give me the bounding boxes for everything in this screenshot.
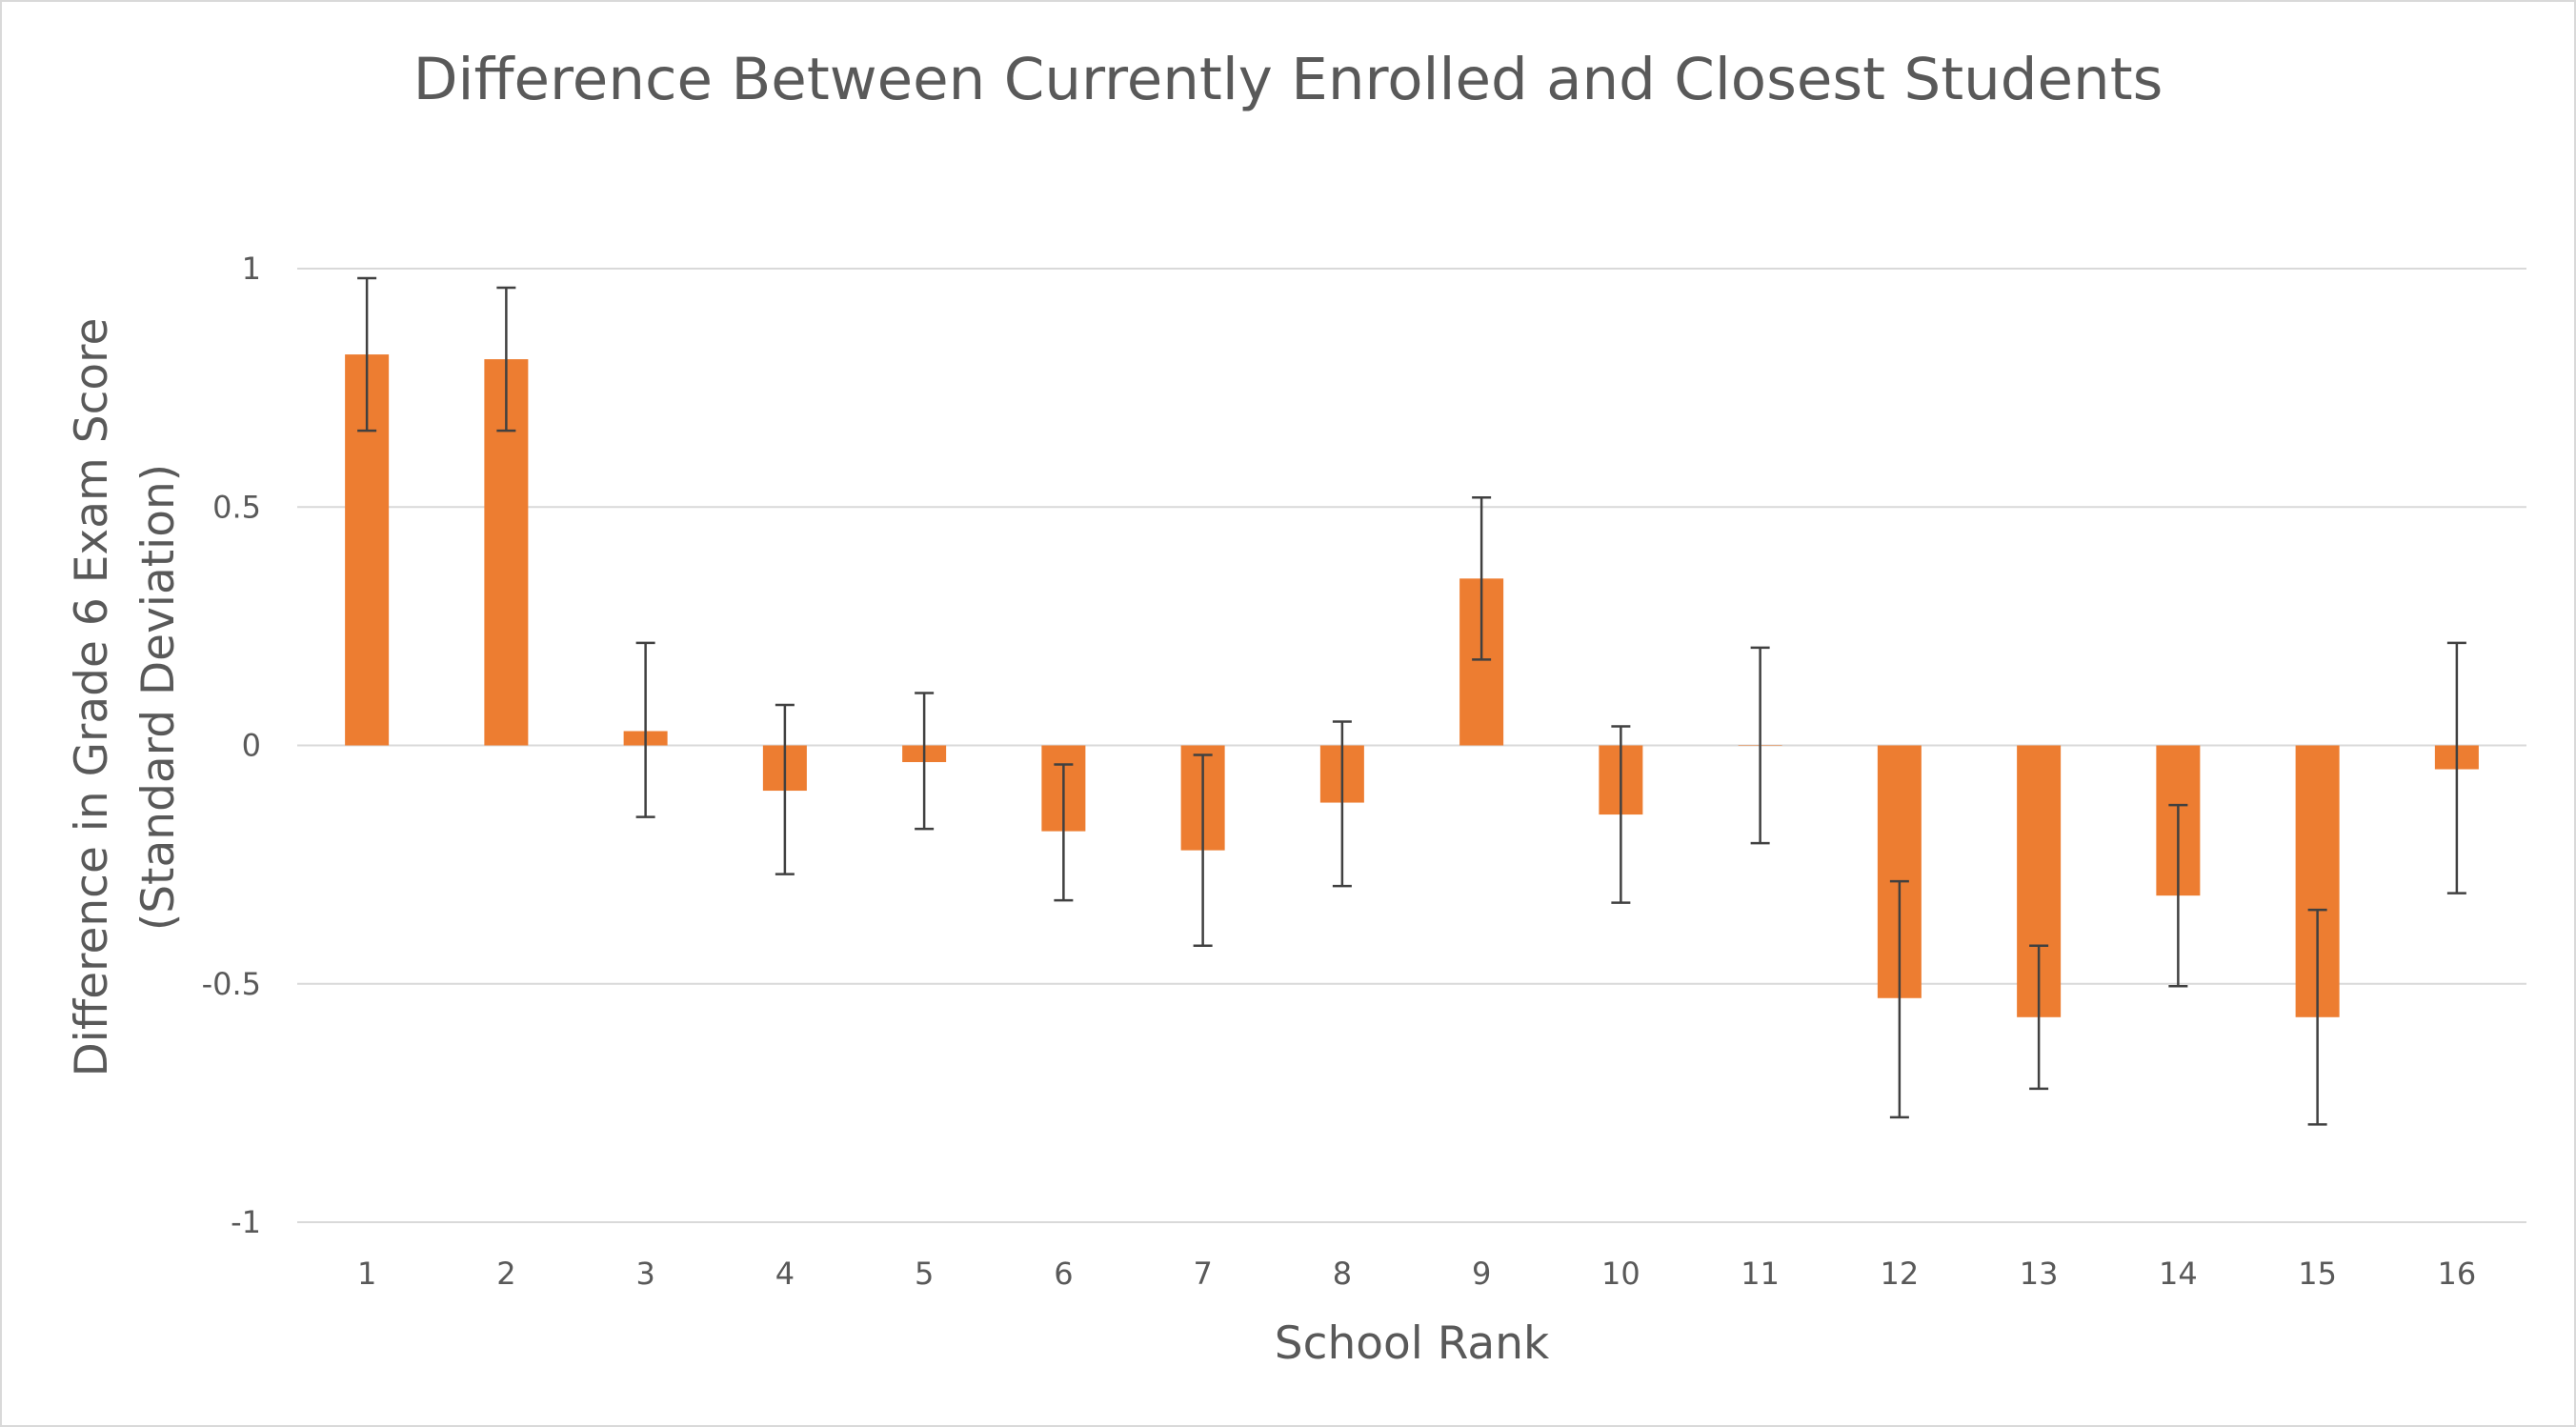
x-tick-label: 10 [1601, 1256, 1640, 1292]
y-axis-title-line-1: Difference in Grade 6 Exam Score [66, 318, 118, 1077]
x-axis-title: School Rank [1275, 1317, 1550, 1370]
y-tick-label: -1 [231, 1204, 261, 1240]
x-tick-label: 13 [2020, 1256, 2059, 1292]
x-tick-label: 5 [915, 1256, 934, 1292]
x-tick-label: 6 [1054, 1256, 1073, 1292]
x-tick-label: 1 [357, 1256, 376, 1292]
y-tick-label: 1 [242, 251, 261, 287]
x-tick-label: 9 [1472, 1256, 1491, 1292]
error-bars [357, 276, 2466, 1126]
x-tick-label: 7 [1193, 1256, 1212, 1292]
bars [345, 354, 2479, 1017]
x-tick-label: 4 [775, 1256, 795, 1292]
x-tick-label: 14 [2159, 1256, 2198, 1292]
y-axis-ticks: 1 0.5 0 -0.5 -1 [202, 251, 261, 1240]
y-axis-title-line-2: (Standard Deviation) [132, 464, 185, 931]
x-tick-label: 3 [635, 1256, 654, 1292]
x-tick-label: 16 [2438, 1256, 2477, 1292]
x-tick-label: 15 [2298, 1256, 2337, 1292]
x-tick-label: 12 [1881, 1256, 1920, 1292]
y-tick-label: 0 [242, 728, 261, 764]
x-tick-label: 11 [1741, 1256, 1780, 1292]
x-axis-ticks: 1 2 3 4 5 6 7 8 9 10 11 12 13 14 15 16 [357, 1256, 2476, 1292]
y-tick-label: 0.5 [212, 489, 261, 525]
x-tick-label: 8 [1333, 1256, 1352, 1292]
y-tick-label: -0.5 [202, 966, 261, 1002]
x-tick-label: 2 [496, 1256, 515, 1292]
chart-title: Difference Between Currently Enrolled an… [413, 46, 2163, 113]
gridlines [297, 268, 2526, 1223]
